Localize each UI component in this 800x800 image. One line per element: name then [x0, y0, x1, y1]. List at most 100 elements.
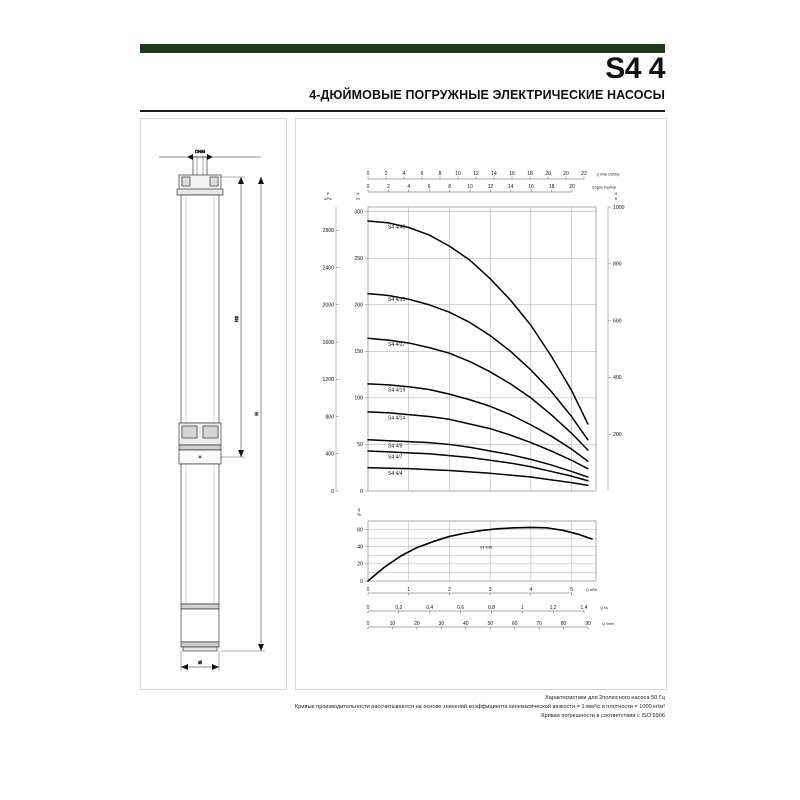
x-tick-label-secondary: 18: [549, 184, 555, 190]
curve-label: S4 4/19: [388, 387, 405, 393]
efficiency-axis-symbol: η: [358, 507, 361, 512]
y-tick-label-ft: 400: [613, 375, 622, 381]
pump-drawing-panel: DNM: [140, 118, 287, 690]
y-tick-label-kpa: 2400: [322, 265, 334, 271]
x-scale-lmin-label: 60: [512, 621, 518, 627]
x-tick-label-secondary: 6: [428, 184, 431, 190]
efficiency-y-tick-label: 60: [357, 527, 363, 533]
x-tick-label-primary: 20: [563, 171, 569, 177]
head-curve-group: 0 2 4 6 8 10 12 14 16 18 20 20 22 Q l/min US/Imp 0 2 4 6 8…: [322, 171, 624, 495]
performance-curves-panel: 0 2 4 6 8 10 12 14 16 18 20 20 22 Q l/min US/Imp 0 2 4 6 8…: [295, 118, 667, 690]
efficiency-y-tick-label: 20: [357, 562, 363, 568]
page-subtitle: 4-ДЮЙМОВЫЕ ПОГРУЖНЫЕ ЭЛЕКТРИЧЕСКИЕ НАСОС…: [309, 88, 665, 102]
x-tick-label-primary: 22: [581, 171, 587, 177]
y-tick-label-ft: 200: [613, 432, 622, 438]
x-scale-lmin-unit: Q l/min: [602, 622, 614, 626]
y-tick-label-m: 300: [354, 209, 363, 215]
x-scale-ls-label: 0,4: [426, 605, 433, 611]
curve-label: S4 4/27: [388, 342, 405, 348]
efficiency-y-tick-label: 40: [357, 545, 363, 551]
x-tick-label-secondary: 8: [448, 184, 451, 190]
x-tick-label-primary: 6: [421, 171, 424, 177]
y-tick-label-m: 0: [360, 489, 363, 495]
head-curve: [367, 450, 589, 482]
y-tick-label-kpa: 2800: [322, 228, 334, 234]
x-scale-lmin-label: 90: [585, 621, 591, 627]
x-scale-lmin-label: 70: [536, 621, 542, 627]
x-tick-label-primary: 20: [545, 171, 551, 177]
head-curve: [367, 220, 589, 425]
x-tick-label-primary: 10: [455, 171, 461, 177]
y-tick-label-kpa: 1600: [322, 340, 334, 346]
y-tick-label-ft: 1000: [613, 205, 625, 211]
footer-line-2: Кривые производительности рассчитываются…: [295, 704, 665, 710]
x-scale-lmin-label: 20: [414, 621, 420, 627]
y-axis-kpa-symbol: P: [327, 191, 330, 196]
x-scale-m3h-label: 5: [570, 587, 573, 593]
curve-label: S4 4/48: [388, 224, 405, 230]
y-tick-label-m: 50: [357, 442, 363, 448]
efficiency-y-tick-label: 0: [360, 579, 363, 585]
x-scale-lmin-label: 50: [487, 621, 493, 627]
x-scale-lmin-label: 40: [463, 621, 469, 627]
efficiency-curve: [367, 526, 593, 582]
x-scale-ls-label: 0,8: [488, 605, 495, 611]
x-tick-label-secondary: 0: [367, 184, 370, 190]
head-curve: [367, 439, 589, 478]
x-tick-label-primary: 16: [509, 171, 515, 177]
x-tick-label-primary: 0: [367, 171, 370, 177]
x-scale-m3h-unit: Q m³/h: [586, 588, 598, 592]
x-tick-label-secondary: 12: [488, 184, 494, 190]
x-scale-m3h-label: 3: [489, 587, 492, 593]
x-scale-ls-label: 0: [367, 605, 370, 611]
x-scale-m3h-label: 0: [367, 587, 370, 593]
x-scale-m3h-label: 1: [407, 587, 410, 593]
x-scale-lmin-label: 80: [561, 621, 567, 627]
h2-dimension-label: H2: [234, 316, 239, 322]
x-axis-primary-unit: Q l/min US/Imp: [597, 173, 620, 177]
footer-notes: Характеристики для 2полюсного насоса 50 …: [245, 694, 665, 721]
y-tick-label-ft: 800: [613, 262, 622, 268]
y-axis-ft-symbol: H: [615, 191, 618, 196]
x-scale-lmin-label: 0: [367, 621, 370, 627]
y-tick-label-kpa: 2000: [322, 303, 334, 309]
x-tick-label-secondary: 14: [508, 184, 514, 190]
head-curve: [367, 337, 589, 451]
y-axis-ft-unit: ft: [615, 196, 618, 201]
x-axis-secondary-unit: Q Igpm Imp/Imp: [592, 186, 616, 190]
curve-label: S4 4/14: [388, 415, 405, 421]
x-tick-label-secondary: 10: [467, 184, 473, 190]
y-tick-label-kpa: 400: [325, 452, 334, 458]
page-header: S4 4 4-ДЮЙМОВЫЕ ПОГРУЖНЫЕ ЭЛЕКТРИЧЕСКИЕ …: [140, 40, 665, 115]
head-curve: [367, 383, 589, 462]
x-tick-label-secondary: 4: [407, 184, 410, 190]
diameter-label: Ø: [198, 660, 202, 665]
plot-frame: [367, 206, 597, 492]
efficiency-axis-unit: %: [357, 512, 361, 517]
x-tick-label-primary: 2: [385, 171, 388, 177]
x-scale-ls-unit: Q l/s: [600, 606, 608, 610]
x-tick-label-primary: 4: [403, 171, 406, 177]
x-scale-lmin-label: 30: [439, 621, 445, 627]
x-tick-label-primary: 8: [439, 171, 442, 177]
header-green-bar: [140, 44, 665, 53]
page-title: S4 4: [605, 52, 665, 85]
y-tick-label-kpa: 0: [331, 489, 334, 495]
head-curve: [367, 292, 589, 441]
efficiency-chart-group: 0 20 40 60 η% S4 4/48 0 1 2 3 4 5 Q m³/h 0 0,2 0,4 0,6 0,…: [357, 507, 614, 630]
efficiency-curve-annotation: S4 4/48: [480, 545, 492, 549]
x-scale-ls-label: 1: [521, 605, 524, 611]
x-scale-ls-label: 0,6: [457, 605, 464, 611]
footer-line-3: Кривая погрешности в соответствии с ISO …: [541, 713, 665, 719]
head-curve: [367, 466, 589, 487]
x-scale-m3h-label: 2: [448, 587, 451, 593]
footer-line-1: Характеристики для 2полюсного насоса 50 …: [545, 695, 665, 701]
curve-label: S4 4/7: [388, 454, 403, 460]
y-tick-label-ft: 600: [613, 318, 622, 324]
x-tick-label-primary: 12: [473, 171, 479, 177]
x-tick-label-secondary: 2: [387, 184, 390, 190]
x-tick-label-primary: 18: [527, 171, 533, 177]
y-axis-m-unit: m: [356, 196, 360, 201]
